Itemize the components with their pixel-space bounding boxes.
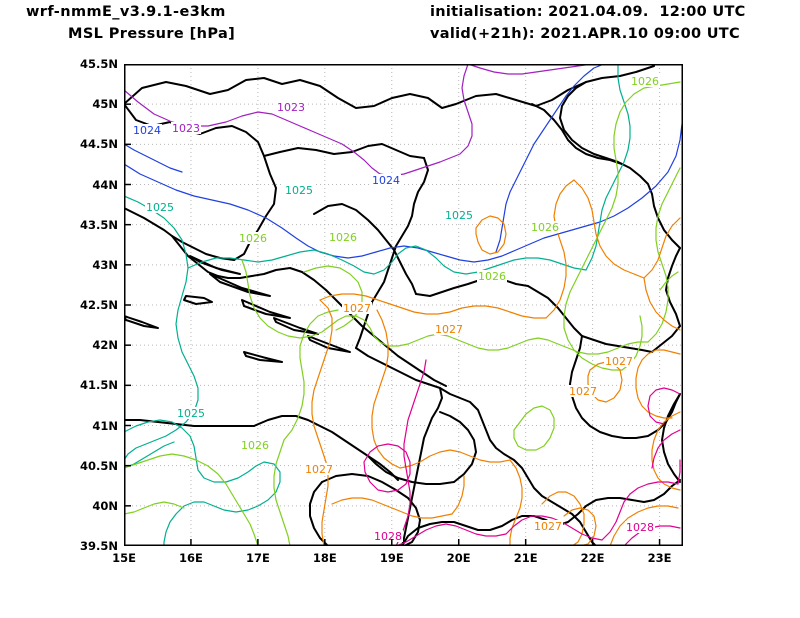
x-tick-label: 15E: [112, 551, 136, 565]
contour-label: 1026: [531, 221, 559, 234]
y-tick-label: 43.5N: [80, 217, 118, 232]
contour-label-mask: [328, 231, 358, 243]
contour-label-mask: [284, 184, 314, 196]
contour-label: 1023: [172, 122, 200, 135]
contour-label: 1024: [133, 124, 161, 137]
x-tick-label: 20E: [446, 551, 471, 565]
x-tick-label: 23E: [647, 551, 672, 565]
contour-label-mask: [444, 209, 474, 221]
contour-label: 1026: [241, 439, 269, 452]
contour-label: 1027: [569, 385, 597, 398]
x-tick-label: 16E: [179, 551, 203, 565]
y-tick-label: 39.5N: [80, 539, 118, 553]
contour-label: 1025: [445, 209, 473, 222]
model-title: wrf-nmmE_v3.9.1-e3km: [26, 4, 226, 20]
contour-label-mask: [625, 521, 655, 533]
contour-label: 1027: [605, 355, 633, 368]
x-tick-label: 22E: [580, 551, 605, 565]
contour-label: 1028: [626, 521, 654, 534]
contour-label-mask: [371, 174, 401, 186]
contour-label: 1027: [435, 323, 463, 336]
contour-label-mask: [276, 101, 306, 113]
contour-label-mask: [240, 439, 270, 451]
contour-label-mask: [604, 355, 634, 367]
contour-label: 1025: [177, 407, 205, 420]
contour-label: 1026: [239, 232, 267, 245]
contour-value-labels: 1023 1023 1024 1024 1025 1025 1025 1026 1026 1026…: [132, 75, 660, 543]
contour-label: 1024: [372, 174, 400, 187]
x-tick-label: 19E: [379, 551, 404, 565]
contour-plot-area: 1023 1023 1024 1024 1025 1025 1025 1026 1026 1026…: [124, 64, 683, 546]
contour-label: 1023: [277, 101, 305, 114]
y-tick-label: 41N: [92, 418, 118, 433]
contour-label-mask: [176, 407, 206, 419]
contour-label-mask: [434, 323, 464, 335]
x-tick-label: 17E: [245, 551, 270, 565]
contour-label-mask: [238, 232, 268, 244]
contour-label-mask: [342, 302, 372, 314]
contour-label: 1027: [343, 302, 371, 315]
contour-label-mask: [630, 75, 660, 87]
contour-label-mask: [477, 270, 507, 282]
contour-label-mask: [533, 520, 563, 532]
contour-label: 1028: [374, 530, 402, 543]
field-title: MSL Pressure [hPa]: [68, 26, 236, 42]
y-tick-label: 44.5N: [80, 137, 118, 152]
y-tick-label: 42.5N: [80, 298, 118, 312]
y-tick-label: 43N: [92, 257, 118, 272]
contour-label-mask: [568, 385, 598, 397]
contour-label-mask: [304, 463, 334, 475]
contour-label: 1026: [329, 231, 357, 244]
contour-label-mask: [171, 122, 201, 134]
y-tick-label: 40N: [92, 498, 118, 513]
contour-label-mask: [132, 124, 162, 136]
contour-label: 1027: [305, 463, 333, 476]
contour-label: 1026: [478, 270, 506, 283]
y-tick-label: 45N: [92, 97, 118, 112]
y-tick-label: 40.5N: [80, 458, 118, 473]
contour-label: 1027: [534, 520, 562, 533]
contour-label: 1025: [285, 184, 313, 197]
initialisation-time: initialisation: 2021.04.09. 12:00 UTC: [430, 4, 746, 20]
contour-1024: [124, 64, 683, 263]
contour-map-svg: 1023 1023 1024 1024 1025 1025 1025 1026 1026 1026…: [124, 64, 683, 546]
contour-label: 1026: [631, 75, 659, 88]
pressure-contours: [124, 64, 683, 546]
y-tick-label: 42N: [92, 338, 118, 353]
contour-1028: [363, 359, 681, 546]
x-tick-label: 18E: [312, 551, 337, 565]
contour-1027: [311, 179, 681, 546]
contour-label-mask: [530, 221, 560, 233]
y-tick-label: 45.5N: [80, 57, 118, 71]
valid-time: valid(+21h): 2021.APR.10 09:00 UTC: [430, 26, 740, 42]
coastlines-and-borders: [124, 65, 681, 546]
x-tick-label: 21E: [513, 551, 538, 565]
y-tick-label: 41.5N: [80, 378, 118, 393]
contour-label-mask: [145, 201, 175, 213]
contour-label: 1025: [146, 201, 174, 214]
contour-label-mask: [373, 530, 403, 542]
contour-1026: [124, 81, 681, 546]
y-tick-label: 44N: [92, 177, 118, 192]
